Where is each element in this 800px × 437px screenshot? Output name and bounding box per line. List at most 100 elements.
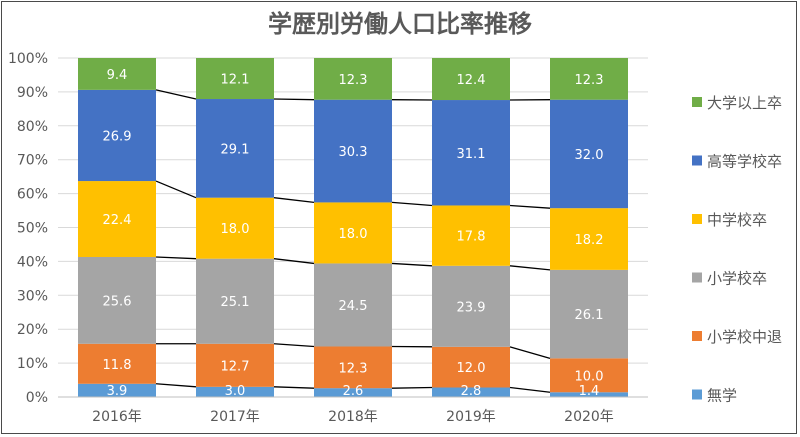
data-label: 2.8 (461, 384, 482, 399)
series-line (273, 98, 315, 101)
series-line (509, 386, 551, 393)
bar-segment (314, 346, 392, 389)
data-label: 12.1 (221, 73, 250, 88)
series-line (273, 386, 315, 389)
bar-segment (78, 343, 156, 384)
legend-label: 小学校卒 (707, 270, 767, 288)
series-connector-lines (155, 89, 551, 393)
data-label: 1.4 (579, 384, 600, 399)
series-line (155, 180, 197, 199)
bar-segment (432, 100, 510, 206)
y-tick-label: 10% (17, 356, 48, 372)
series-line (273, 258, 315, 265)
bar-segment (196, 343, 274, 387)
bar-segment (78, 181, 156, 257)
series-line (155, 256, 197, 260)
series-line (509, 204, 551, 209)
bar-segment (432, 387, 510, 397)
data-label: 9.4 (107, 68, 128, 83)
bar-segment (314, 263, 392, 347)
data-label: 18.2 (575, 233, 604, 248)
series-line (273, 197, 315, 204)
data-label: 24.5 (339, 299, 368, 314)
bar-segment (196, 99, 274, 198)
data-label: 12.3 (339, 73, 368, 88)
data-label: 3.9 (107, 384, 128, 399)
series-line (155, 383, 197, 388)
legend-swatch (692, 155, 702, 166)
series-line (391, 386, 433, 389)
y-tick-label: 100% (8, 51, 48, 67)
series-line (509, 265, 551, 271)
bar-segment (196, 386, 274, 397)
series-line (391, 201, 433, 207)
legend-swatch (692, 389, 702, 400)
data-label: 23.9 (457, 300, 486, 315)
data-label: 10.0 (575, 369, 604, 384)
data-label: 2.6 (343, 384, 364, 399)
x-tick-label: 2017年 (210, 409, 260, 425)
legend-swatch (692, 97, 702, 107)
data-label: 12.4 (457, 73, 486, 88)
bar-segment (550, 99, 628, 209)
bar-segment (432, 58, 510, 101)
y-tick-label: 0% (26, 390, 48, 406)
bar-segment (78, 58, 156, 90)
data-label: 22.4 (103, 213, 132, 228)
data-label: 12.3 (575, 73, 604, 88)
data-label: 18.0 (339, 227, 368, 242)
data-label: 29.1 (221, 142, 250, 157)
legend-label: 中学校卒 (707, 211, 767, 229)
legend-swatch (692, 272, 702, 283)
data-label: 12.0 (457, 361, 486, 376)
y-tick-label: 40% (17, 254, 48, 270)
bar-segment (550, 358, 628, 393)
legend-swatch (692, 331, 702, 341)
bar-segment (78, 383, 156, 397)
data-label: 12.7 (221, 359, 250, 374)
bar-segment (550, 392, 628, 397)
bar-segment (432, 265, 510, 347)
bar-segment (314, 202, 392, 264)
data-label: 26.9 (103, 129, 132, 144)
data-label: 17.8 (457, 230, 486, 245)
y-tick-label: 80% (17, 119, 48, 135)
data-label: 25.6 (103, 294, 132, 309)
data-label: 25.1 (221, 295, 250, 310)
bars (78, 58, 628, 397)
y-tick-label: 70% (17, 153, 48, 169)
legend-swatch (692, 214, 702, 224)
bar-segment (78, 256, 156, 344)
data-label: 30.3 (339, 145, 368, 160)
axes: 0% 10% 20% 30% 40% 50% 60% 70% 80% 90% 100% 2016年 20… (8, 51, 648, 425)
data-label: 12.3 (339, 361, 368, 376)
bar-segment (78, 89, 156, 182)
bar-segment (314, 58, 392, 100)
bar-segment (196, 197, 274, 259)
bar-segment (432, 346, 510, 388)
bar-segment (196, 258, 274, 344)
legend-label: 高等学校卒 (707, 153, 782, 171)
x-tick-label: 2020年 (564, 409, 614, 425)
series-line (509, 346, 551, 359)
legend-label: 無学 (707, 387, 737, 405)
data-label: 31.1 (457, 147, 486, 162)
series-line (391, 262, 433, 267)
bar-segment (432, 205, 510, 266)
data-label: 26.1 (575, 308, 604, 323)
data-label: 3.0 (225, 384, 246, 399)
bar-segment (196, 58, 274, 100)
y-tick-label: 50% (17, 221, 48, 237)
legend-label: 小学校中退 (707, 328, 782, 346)
x-tick-label: 2019年 (446, 409, 496, 425)
data-label: 11.8 (103, 358, 132, 373)
x-tick-label: 2016年 (92, 409, 142, 425)
legend-label: 大学以上卒 (707, 94, 782, 112)
y-tick-label: 60% (17, 187, 48, 203)
x-tick-label: 2018年 (328, 409, 378, 425)
y-tick-label: 30% (17, 288, 48, 304)
data-label: 18.0 (221, 222, 250, 237)
